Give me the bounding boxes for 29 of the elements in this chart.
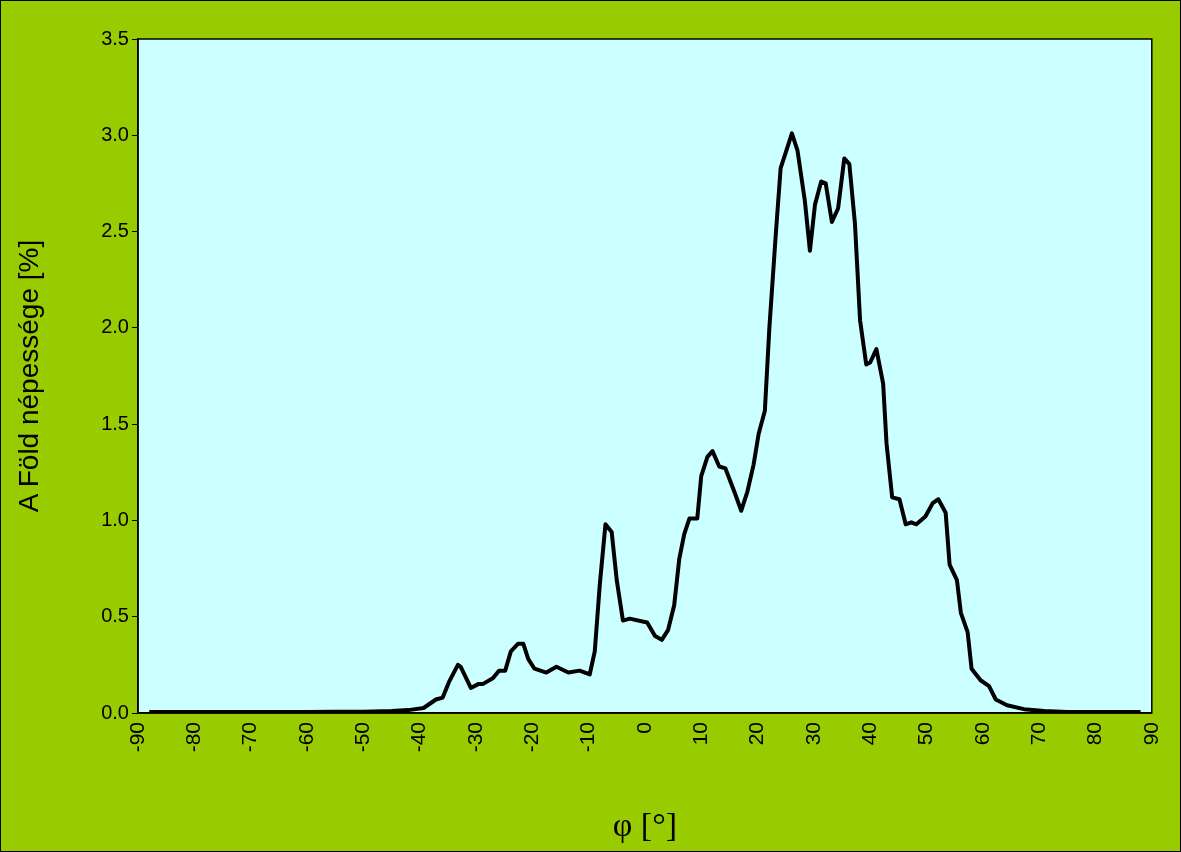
y-tick-label: 1.5 xyxy=(101,411,129,434)
x-tick-label: 30 xyxy=(800,722,824,746)
x-tick-label: -70 xyxy=(237,722,261,753)
x-tick-label: -10 xyxy=(575,722,599,753)
y-tick-label: 2.0 xyxy=(101,315,129,338)
x-tick-label: 0 xyxy=(631,722,655,734)
y-tick-label: 0.0 xyxy=(101,700,129,723)
x-tick-label: -40 xyxy=(406,722,430,753)
x-tick-label: -30 xyxy=(462,722,486,753)
x-tick-label: 10 xyxy=(688,722,712,746)
x-tick-label: 80 xyxy=(1082,722,1106,746)
y-tick-label: 2.5 xyxy=(101,219,129,242)
y-tick-label: 0.5 xyxy=(101,604,129,627)
y-axis-title: A Föld népessége [%] xyxy=(12,239,44,513)
x-tick-label: 60 xyxy=(969,722,993,746)
x-tick-label: 20 xyxy=(744,722,768,746)
y-tick-label: 3.0 xyxy=(101,122,129,145)
x-tick-label: -80 xyxy=(181,722,205,753)
x-tick-label: 50 xyxy=(913,722,937,746)
x-tick-label: 70 xyxy=(1025,722,1049,746)
x-tick-label: 40 xyxy=(856,722,880,746)
x-tick-label: -60 xyxy=(293,722,317,753)
y-tick-label: 3.5 xyxy=(101,26,129,49)
y-tick-label: 1.0 xyxy=(101,507,129,530)
x-tick-label: 90 xyxy=(1138,722,1162,746)
x-axis-title: φ [°] xyxy=(612,805,678,843)
x-tick-label: -20 xyxy=(519,722,543,753)
x-tick-label: -50 xyxy=(350,722,374,753)
x-tick-label: -90 xyxy=(124,722,148,753)
